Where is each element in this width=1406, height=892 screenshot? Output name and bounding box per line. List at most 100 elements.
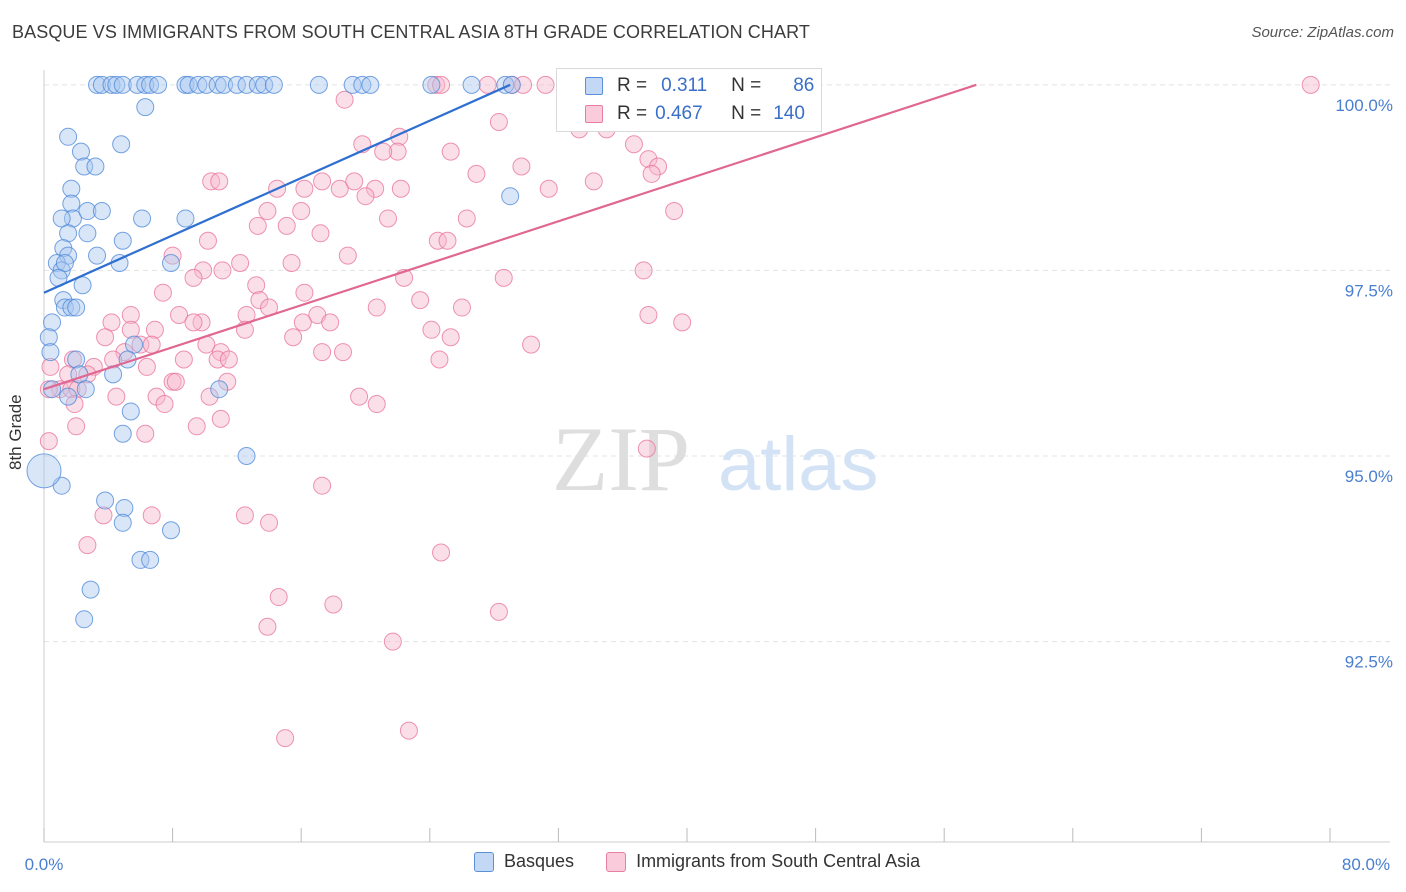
data-point [155, 395, 174, 414]
axes [43, 70, 1390, 843]
data-point [441, 328, 460, 347]
data-point [133, 209, 152, 228]
data-point [149, 75, 168, 94]
x-tick-label: 0.0% [25, 855, 64, 874]
data-point [383, 632, 402, 651]
data-point [467, 164, 486, 183]
legend-r-label: R = [617, 75, 648, 96]
data-point [292, 202, 311, 221]
data-point [166, 372, 185, 391]
data-point [250, 291, 269, 310]
data-point [367, 298, 386, 317]
data-point [174, 350, 193, 369]
source-label: Source: ZipAtlas.com [1251, 24, 1394, 41]
data-point [198, 231, 217, 250]
data-point [258, 202, 277, 221]
data-point [96, 328, 115, 347]
data-point [428, 231, 447, 250]
data-point [665, 202, 684, 221]
data-point [67, 350, 86, 369]
data-point [462, 75, 481, 94]
data-point [213, 261, 232, 280]
data-point [76, 380, 95, 399]
data-point [136, 98, 155, 117]
data-point [62, 179, 81, 198]
data-point [536, 75, 555, 94]
data-point [184, 268, 203, 287]
data-point [452, 298, 471, 317]
data-point [350, 387, 369, 406]
data-point [75, 610, 94, 629]
data-point [145, 320, 164, 339]
data-point [211, 409, 230, 428]
data-point [187, 417, 206, 436]
data-point [489, 112, 508, 131]
data-point [210, 380, 229, 399]
data-point [137, 357, 156, 376]
data-point [642, 164, 661, 183]
data-point [260, 513, 279, 532]
data-point [1301, 75, 1320, 94]
data-point [374, 142, 393, 161]
legend-n-label: N = [731, 103, 762, 124]
data-point [136, 75, 155, 94]
data-point [356, 187, 375, 206]
data-point [624, 135, 643, 154]
data-point [235, 506, 254, 525]
data-point [247, 276, 266, 295]
data-point [39, 432, 58, 451]
y-tick-label: 92.5% [1345, 653, 1393, 672]
data-point [282, 254, 301, 272]
legend-row-basques: R = 0.311 N = 86 [557, 72, 814, 100]
data-point [258, 617, 277, 636]
data-point [311, 224, 330, 243]
data-point [170, 305, 189, 324]
data-point [113, 75, 132, 94]
data-point [432, 543, 451, 562]
data-point [333, 343, 352, 362]
bottom-legend-swatch-pink [606, 851, 627, 872]
data-point [163, 246, 182, 265]
data-point [313, 172, 332, 191]
data-point [94, 506, 113, 525]
data-point [441, 142, 460, 161]
data-point [78, 202, 97, 221]
data-point [113, 424, 132, 443]
data-point [649, 157, 668, 176]
data-point [161, 521, 180, 540]
data-point [293, 313, 312, 332]
data-point [59, 127, 78, 146]
data-point [41, 343, 60, 362]
data-point [512, 157, 531, 176]
data-point [78, 224, 97, 243]
data-point [210, 172, 229, 191]
data-point [112, 135, 131, 154]
data-point [184, 313, 203, 332]
legend-r-value: 0.311 [661, 75, 708, 96]
data-point [501, 187, 520, 206]
data-point [71, 142, 90, 161]
data-point [324, 595, 343, 614]
data-point [522, 335, 541, 354]
data-point [430, 350, 449, 369]
bottom-legend-immigrants: Immigrants from South Central Asia [636, 851, 921, 871]
data-point [391, 179, 410, 198]
legend-row-immigrants: R = 0.467 N = 140 [557, 100, 805, 128]
data-point [343, 75, 362, 94]
data-point [26, 453, 62, 489]
data-point [330, 179, 349, 198]
series-legend: Basques Immigrants from South Central As… [474, 851, 920, 872]
data-point [113, 513, 132, 532]
correlation-legend: R = 0.311 N = 86 R = 0.467 N = 140 [556, 68, 822, 132]
data-point [81, 580, 100, 599]
tick-labels: 92.5% 95.0% 97.5% 100.0% 0.0% 80.0% [25, 96, 1393, 874]
data-point [338, 246, 357, 265]
data-point [427, 75, 446, 94]
legend-n-value: 140 [773, 103, 805, 124]
data-point [39, 328, 58, 347]
data-point [269, 588, 288, 607]
data-point [62, 194, 81, 213]
data-point [104, 350, 123, 369]
data-point [215, 75, 234, 94]
bottom-legend-basques: Basques [504, 851, 575, 871]
